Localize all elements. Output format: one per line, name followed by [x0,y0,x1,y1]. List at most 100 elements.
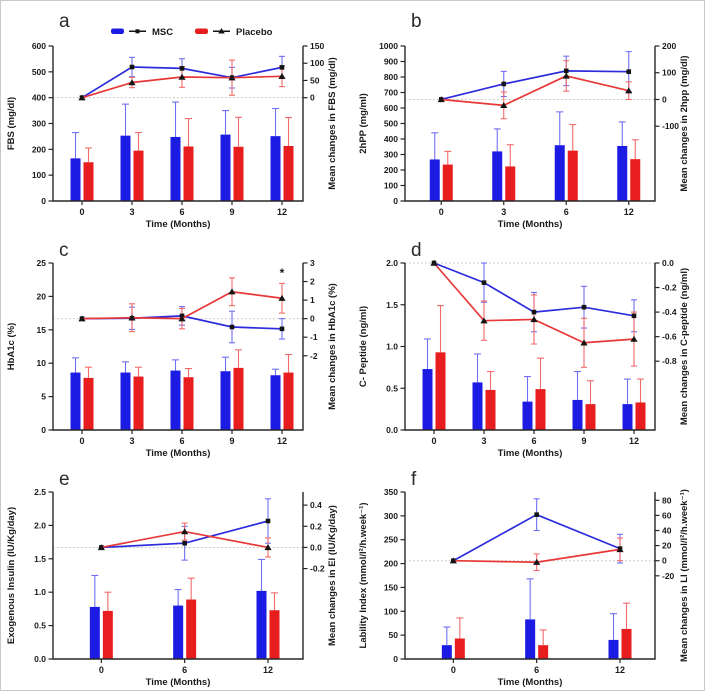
bars [89,558,280,659]
x-tick-label: 12 [615,665,625,675]
significance-star: * [280,266,285,280]
bar-placebo-12 [283,372,294,430]
left-tick-label: 0.5 [386,383,398,393]
right-axis-title: Mean changes in HbA1c (%) [327,283,338,410]
bar-msc-6 [554,145,565,201]
bar-placebo-3 [505,166,516,201]
bar-placebo-6 [183,146,194,201]
legend-msc-square-marker [135,29,140,34]
bar-msc-12 [608,639,619,659]
bars-placebo [442,124,641,201]
triangle-marker [78,94,86,101]
left-tick-label: 100 [384,181,398,191]
right-tick-label: 0 [662,94,667,104]
right-tick-label: 80 [662,495,672,505]
legend-placebo-triangle-marker [218,28,225,34]
left-axis: 0 100 200 300 400 500 600 [32,41,53,206]
x-tick-label: 12 [629,436,639,446]
right-tick-label: 200 [662,41,676,51]
right-axis: 150 100 50 0 [303,41,324,103]
axis-spines [52,492,304,660]
triangle-marker [562,72,570,79]
right-tick-label: 0 [310,314,315,324]
square-marker [581,304,587,310]
bars-placebo [435,305,646,430]
bar-placebo-0 [435,352,446,430]
right-axis-title: Mean changes in EI (IU/Kg/day) [327,505,338,646]
right-tick-label: -20 [662,571,675,581]
bar-msc-12 [256,590,267,659]
bar-msc-0 [70,158,81,201]
panel-d-chart: d 0.0 0.5 1.0 1.5 2.0 0.0 -0.2 -0.4 -0.6 -0.8 0 3 6 9 1… [358,240,690,459]
bars-placebo [454,602,632,659]
x-tick-label: 6 [182,665,187,675]
left-tick-label: 250 [384,535,398,545]
left-axis-title: C- Peptide (ng/ml) [358,306,369,387]
square-marker [279,326,285,332]
x-axis: 0 6 12 [99,659,273,675]
right-axis-title: Mean changes in FBS (mg/dl) [327,57,338,190]
bars [441,578,632,659]
left-tick-label: 700 [384,88,398,98]
right-tick-label: 50 [310,75,320,85]
square-marker [481,280,487,285]
trend-line-msc [441,70,629,101]
x-tick-label: 3 [481,436,486,446]
triangle-marker [278,73,286,80]
bar-msc-0 [70,372,81,430]
left-tick-label: 300 [384,511,398,521]
bars-msc [89,558,267,659]
left-tick-label: 0.0 [386,425,398,435]
panel-d: d 0.0 0.5 1.0 1.5 2.0 0.0 -0.2 -0.4 -0.6 -0.8 0 3 6 9 1… [353,230,704,459]
bar-msc-12 [617,145,628,201]
right-tick-label: 3 [310,258,315,268]
left-tick-label: 150 [384,582,398,592]
left-tick-label: 1.0 [386,342,398,352]
right-tick-label: -100 [662,121,679,131]
bars-msc [70,356,281,430]
bar-msc-12 [622,404,633,430]
left-tick-label: 900 [384,57,398,67]
right-tick-label: -0.8 [662,356,677,366]
line-placebo [78,288,286,322]
bars-placebo [83,349,294,430]
x-tick-label: 3 [129,207,134,217]
bar-placebo-3 [133,376,144,430]
bar-placebo-12 [630,159,641,201]
bars-msc [70,101,281,201]
right-tick-label: 0 [662,556,667,566]
x-tick-label: 9 [229,207,234,217]
panel-letter-e: e [59,469,70,490]
bars [422,305,646,430]
square-marker [534,512,539,517]
x-axis: 0 3 6 12 [439,201,634,217]
left-tick-label: 1000 [379,41,398,51]
left-tick-label: 500 [384,119,398,129]
square-marker [182,540,187,546]
bar-placebo-0 [102,610,113,659]
triangle-marker [616,546,624,553]
bar-msc-0 [89,606,100,659]
bar-msc-0 [422,369,433,430]
axis-spines [52,263,304,431]
left-tick-label: 10 [37,358,47,368]
bar-msc-6 [173,605,184,659]
left-tick-label: 0.5 [34,621,46,631]
bar-msc-6 [525,619,536,659]
right-axis-title: Mean changes in LI (mmol/l²/h.week⁻¹) [679,489,690,662]
line-errors-placebo [533,537,623,572]
left-tick-label: 1.0 [34,587,46,597]
bars-msc [429,111,628,201]
bar-placebo-0 [442,164,453,201]
right-axis: 0.0 -0.2 -0.4 -0.6 -0.8 [655,258,677,366]
x-tick-label: 6 [534,665,539,675]
left-axis: 0 5 10 15 20 25 [37,258,53,435]
triangle-marker [181,528,189,535]
right-tick-label: -0.6 [662,332,677,342]
bars-placebo [83,116,294,201]
right-axis: 80 60 40 20 0 -20 [655,495,675,581]
left-tick-label: 300 [384,150,398,160]
